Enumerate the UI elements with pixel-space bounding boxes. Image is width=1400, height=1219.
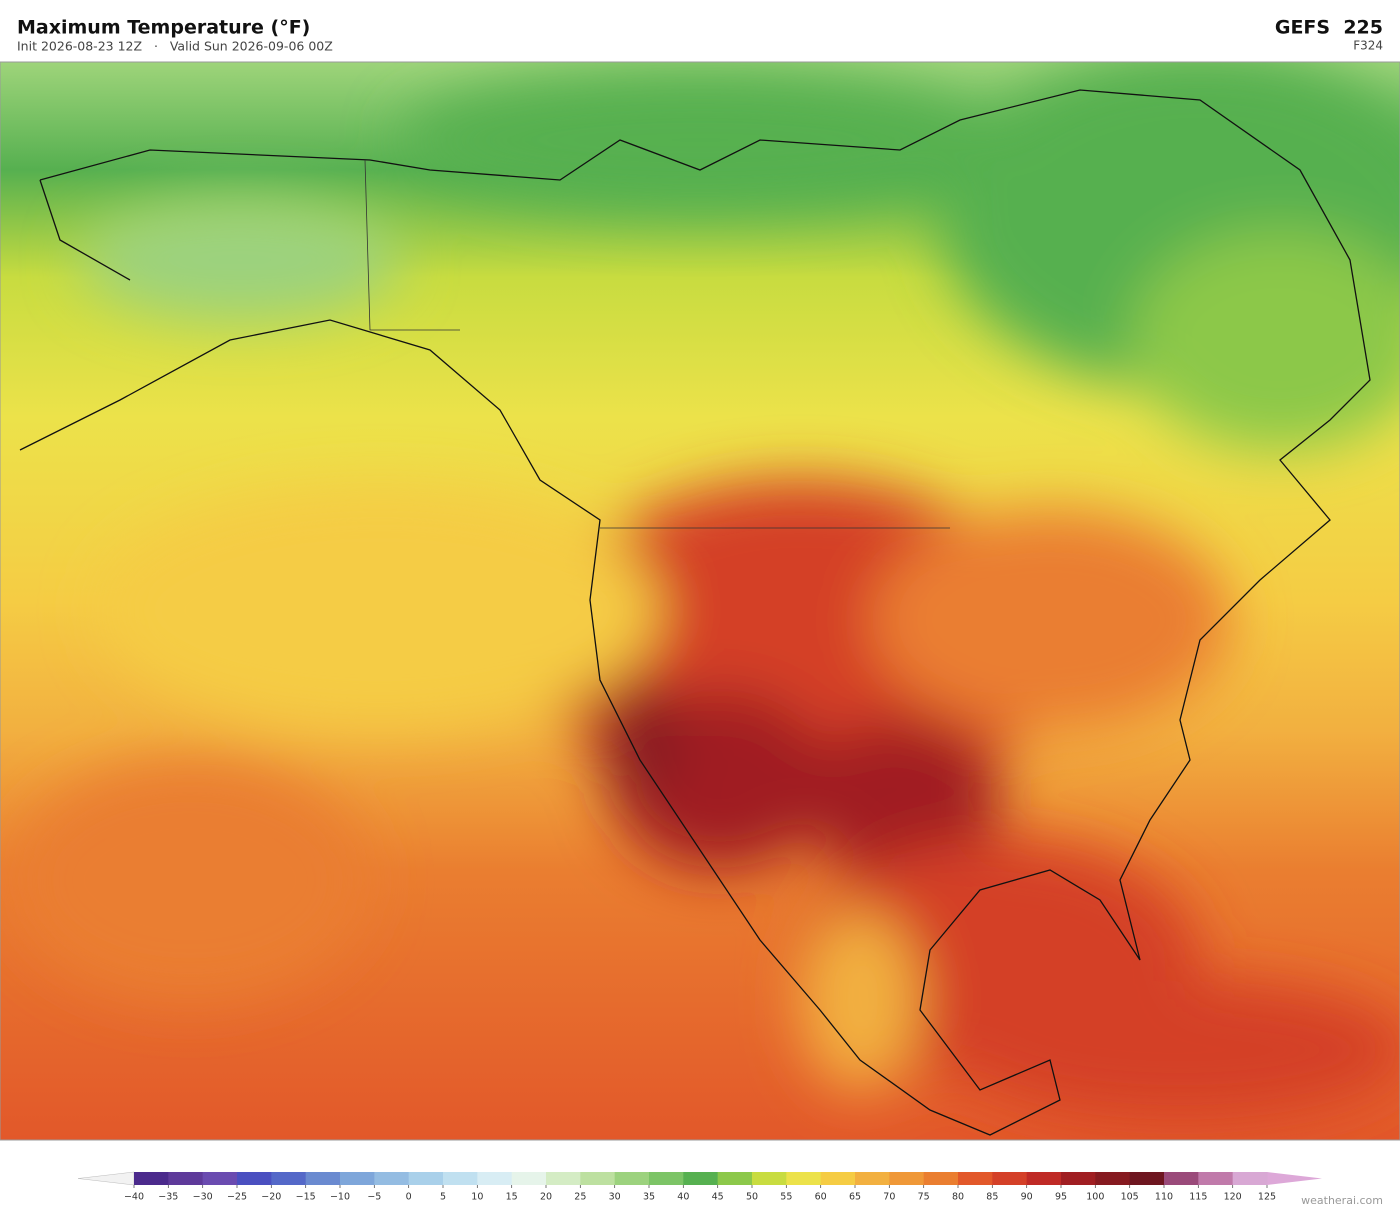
colorbar-swatch — [305, 1172, 341, 1185]
watermark: weatherai.com — [1301, 1194, 1383, 1207]
colorbar-swatch — [923, 1172, 959, 1185]
colorbar-tick-label: 0 — [406, 1192, 412, 1203]
colorbar-tick-label: 115 — [1189, 1192, 1207, 1203]
colorbar-tick-label: 60 — [815, 1192, 827, 1203]
colorbar-swatch — [511, 1172, 547, 1185]
colorbar-tick-label: −5 — [367, 1192, 381, 1203]
colorbar-tick-label: 5 — [440, 1192, 446, 1203]
colorbar-swatch — [1232, 1172, 1268, 1185]
colorbar-swatch — [237, 1172, 272, 1185]
colorbar-swatch — [717, 1172, 753, 1185]
colorbar-swatch — [477, 1172, 513, 1185]
colorbar-tick-label: 75 — [918, 1192, 930, 1203]
colorbar-swatch — [134, 1172, 169, 1185]
colorbar-tick-label: 55 — [780, 1192, 792, 1203]
colorbar-tick-label: −30 — [193, 1192, 213, 1203]
colorbar-tick-label: 70 — [883, 1192, 895, 1203]
colorbar-tick-label: 80 — [952, 1192, 964, 1203]
colorbar-swatch — [1026, 1172, 1062, 1185]
colorbar-tick-label: 110 — [1155, 1192, 1173, 1203]
colorbar-tick-label: 20 — [540, 1192, 552, 1203]
forecast-hour: F324 — [1353, 39, 1383, 53]
colorbar-swatch — [752, 1172, 787, 1185]
colorbar-swatch — [889, 1172, 925, 1185]
map-subtitle: Init 2026-08-23 12Z · Valid Sun 2026-09-… — [17, 39, 333, 54]
colorbar-tick-label: 100 — [1086, 1192, 1104, 1203]
colorbar-tick-label: 15 — [506, 1192, 518, 1203]
colorbar-swatch — [1164, 1172, 1199, 1185]
colorbar-tick-label: −35 — [158, 1192, 178, 1203]
colorbar-tick-label: 125 — [1258, 1192, 1276, 1203]
colorbar-swatch — [168, 1172, 204, 1185]
colorbar-tick-label: 105 — [1121, 1192, 1139, 1203]
colorbar-tick-label: 90 — [1021, 1192, 1033, 1203]
colorbar-tick-label: −25 — [227, 1192, 247, 1203]
colorbar-tick-label: −20 — [261, 1192, 281, 1203]
temperature-field — [0, 62, 1400, 1140]
colorbar-swatch — [340, 1172, 375, 1185]
colorbar-tick-label: −40 — [124, 1192, 144, 1203]
colorbar-swatch — [1061, 1172, 1096, 1185]
colorbar-tick-label: 10 — [471, 1192, 483, 1203]
colorbar-swatch — [786, 1172, 822, 1185]
colorbar-swatch — [202, 1172, 238, 1185]
colorbar-tick-label: 30 — [609, 1192, 621, 1203]
colorbar-swatch — [820, 1172, 856, 1185]
colorbar-tick-label: 40 — [677, 1192, 689, 1203]
colorbar-over — [1267, 1172, 1322, 1185]
colorbar-swatch — [855, 1172, 890, 1185]
colorbar-tick-label: 35 — [643, 1192, 655, 1203]
colorbar-swatch — [614, 1172, 650, 1185]
colorbar-swatch — [580, 1172, 616, 1185]
colorbar-tick-label: −10 — [330, 1192, 350, 1203]
colorbar-swatch — [1198, 1172, 1234, 1185]
colorbar-swatch — [958, 1172, 993, 1185]
colorbar-tick-label: 25 — [574, 1192, 586, 1203]
colorbar-swatch — [374, 1172, 410, 1185]
colorbar-swatch — [1095, 1172, 1131, 1185]
colorbar-tick-label: 95 — [1055, 1192, 1067, 1203]
colorbar-swatch — [546, 1172, 581, 1185]
colorbar: −40 −35 −30 −25 −20 −15 −10 −5 0 5 10 15 20 25 30 35 40 4… — [77, 1171, 1322, 1203]
colorbar-tick-label: 45 — [712, 1192, 724, 1203]
colorbar-swatch — [683, 1172, 719, 1185]
colorbar-swatch — [408, 1172, 444, 1185]
colorbar-tick-label: 85 — [986, 1192, 998, 1203]
colorbar-tick-label: 120 — [1224, 1192, 1242, 1203]
colorbar-swatch — [649, 1172, 684, 1185]
colorbar-tick-label: 50 — [746, 1192, 758, 1203]
colorbar-tick-label: 65 — [849, 1192, 861, 1203]
map-title: Maximum Temperature (°F) — [17, 17, 310, 39]
colorbar-swatch — [992, 1172, 1028, 1185]
colorbar-swatch — [271, 1172, 307, 1185]
colorbar-swatch — [1129, 1172, 1165, 1185]
model-name: GEFS 225 — [1275, 17, 1383, 39]
colorbar-under — [77, 1171, 135, 1186]
colorbar-tick-label: −15 — [296, 1192, 316, 1203]
colorbar-swatch — [443, 1172, 478, 1185]
